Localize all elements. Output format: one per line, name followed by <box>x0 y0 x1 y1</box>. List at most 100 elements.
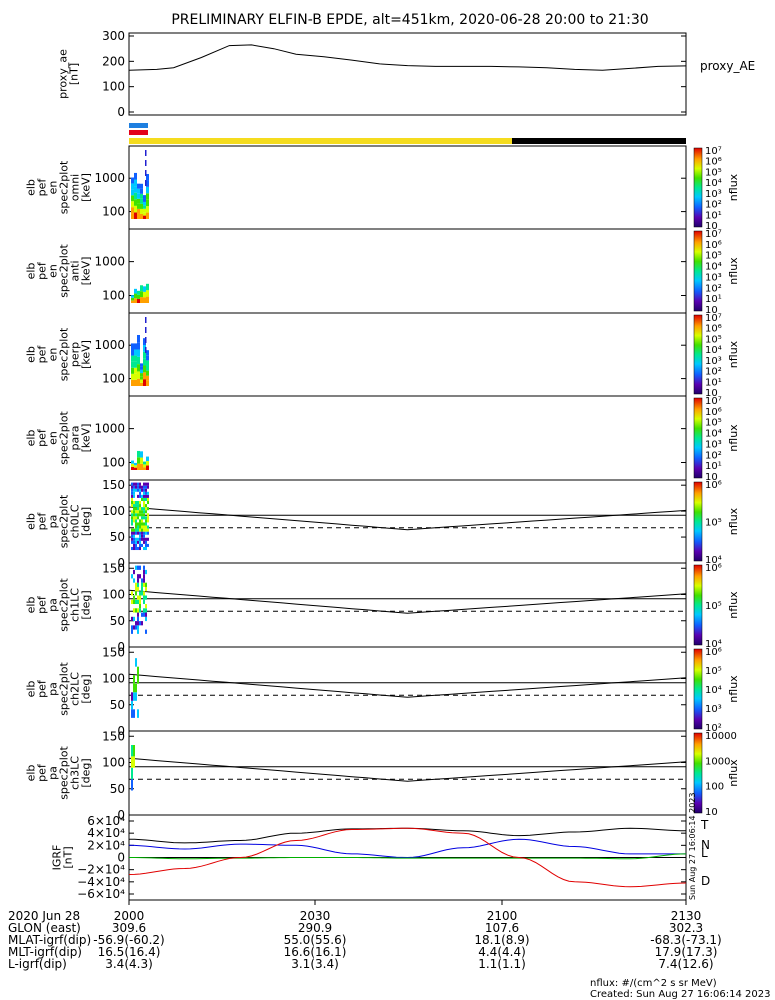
spectrogram-cell <box>131 692 133 701</box>
spectrogram-cell <box>137 294 140 299</box>
spectrogram-cell <box>143 612 145 617</box>
ylabel-line: ch1LC <box>69 588 82 622</box>
spectrogram-cell <box>146 212 149 219</box>
spectrogram-cell <box>143 574 145 579</box>
spectrogram-cell <box>135 608 137 613</box>
x-axis-table: 2020 Jun 28 2000 2030 2100 2130 GLON (east) 30… <box>8 900 722 971</box>
ylabel-line: [nT] <box>68 63 81 85</box>
spectrogram-cell <box>145 507 147 511</box>
spectrogram-cell <box>137 625 139 630</box>
colorbar-tick-label: 10⁵ <box>705 601 722 612</box>
spectrogram-cell <box>143 482 145 486</box>
colorbar <box>693 732 703 814</box>
proxy-ae-line <box>128 44 687 71</box>
spectrogram-pa-ch2 <box>131 658 139 718</box>
spectrogram-cell <box>131 756 133 768</box>
spectrogram-cell <box>131 367 134 374</box>
igrf-line-N <box>128 838 686 859</box>
ylabel-line: spec2plot <box>58 160 71 214</box>
spectrogram-cell <box>139 485 141 489</box>
ylabel-line: elb <box>25 765 38 782</box>
spectrogram-cell <box>140 198 143 204</box>
spectrogram-cell <box>134 212 137 219</box>
spectrogram-cell <box>145 537 147 541</box>
spectrogram-cell <box>141 621 143 626</box>
ylabel-line: para <box>69 426 82 451</box>
ylabel-line: anti <box>69 260 82 281</box>
xaxis-value: 2030 <box>300 909 331 923</box>
spectrogram-cell <box>145 494 147 498</box>
spectrogram-cell <box>147 516 149 520</box>
spectrogram-cell <box>143 379 146 386</box>
spectrogram-cell <box>137 510 139 514</box>
spectrogram-cell <box>143 215 146 219</box>
colorbar <box>693 147 703 228</box>
colorbar-tick-label: 1000 <box>705 756 730 767</box>
side-timestamp: Sun Aug 27 16:06:14 2023 <box>688 793 697 900</box>
spectrogram-cell <box>145 317 147 323</box>
spectrogram-cell <box>131 546 133 551</box>
spectrogram-cell <box>131 482 133 486</box>
spectrogram-cell <box>145 497 147 501</box>
spectrogram-cell <box>140 366 143 370</box>
spectrogram-cell <box>133 745 135 757</box>
spectrogram-cell <box>146 180 149 187</box>
spectrogram-cell <box>131 537 133 541</box>
spectrogram-cell <box>131 295 134 298</box>
spectrogram-cell <box>143 345 146 352</box>
spectrogram-cell <box>141 543 143 547</box>
spectrogram-cell <box>141 586 143 592</box>
spectrogram-cell <box>135 485 137 489</box>
spectrogram-cell <box>143 461 146 465</box>
spectrogram-cell <box>146 355 149 361</box>
colorbar-tick-label: 10¹ <box>705 210 722 221</box>
ylabel-line: [deg] <box>80 507 93 536</box>
spectrogram-cell <box>135 565 137 570</box>
ylabel-line: elb <box>25 597 38 614</box>
spectrogram-cell <box>133 595 135 600</box>
spectrogram-cell <box>143 372 146 380</box>
panel-pa-ch1 <box>128 562 687 648</box>
spectrogram-cell <box>145 491 147 495</box>
spectrogram-cell <box>137 188 140 194</box>
spectrogram-cell <box>143 507 145 511</box>
spectrogram-cell <box>145 540 147 544</box>
spectrogram-cell <box>131 504 133 508</box>
ylabel-line: spec2plot <box>58 327 71 381</box>
colorbar-tick-label: 10⁶ <box>705 324 722 335</box>
spectrogram-cell <box>143 198 146 202</box>
spectrogram-cell <box>133 546 135 551</box>
spectrogram-cell <box>139 522 141 526</box>
spectrogram-cell <box>135 621 137 626</box>
xaxis-row-label: MLAT-igrf(dip) <box>8 933 91 947</box>
panel-pa-ch3 <box>128 730 687 816</box>
spectrogram-cell <box>140 213 143 219</box>
colorbar <box>693 397 703 479</box>
ytick-label: 0 <box>117 851 125 865</box>
spectrogram-cell <box>140 382 143 386</box>
spectrogram-cell <box>145 531 147 535</box>
ytick-label: 100 <box>102 80 125 94</box>
colorbar-tick-label: 10⁴ <box>705 429 722 440</box>
spectrogram-cell <box>133 616 135 622</box>
spectrogram-cell <box>133 485 135 489</box>
ytick-label: 150 <box>102 561 125 575</box>
spectrogram-cell <box>137 298 140 303</box>
spectrogram-cell <box>137 342 140 350</box>
xaxis-value: 18.1(8.9) <box>474 933 529 947</box>
spectrogram-cell <box>131 599 133 605</box>
spectrogram-cell <box>137 621 139 626</box>
spectrogram-cell <box>139 531 141 535</box>
ytick-label: 0 <box>117 808 125 822</box>
spectrogram-cell <box>133 569 135 575</box>
spectrogram-cell <box>137 586 139 592</box>
spectrogram-cell <box>143 358 146 366</box>
spectrogram-cell <box>137 378 140 386</box>
spectrogram-cell <box>145 528 147 532</box>
spectrogram-cell <box>131 460 134 464</box>
xaxis-value: 2130 <box>671 909 702 923</box>
ytick-label: 0 <box>117 640 125 654</box>
spectrogram-cell <box>145 180 147 186</box>
colorbar-label: nflux <box>727 257 740 285</box>
spectrogram-cell <box>143 608 145 613</box>
